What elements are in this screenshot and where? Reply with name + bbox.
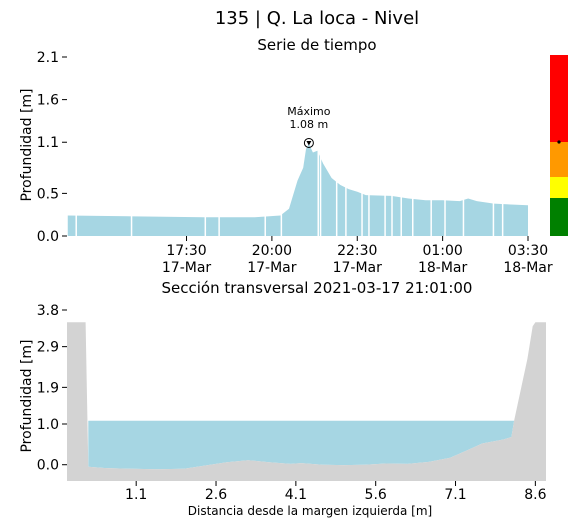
x-tick-date: 18-Mar xyxy=(418,260,468,276)
y-tick-label: 1.9 xyxy=(37,380,59,396)
time-series-ylabel: Profundidad [m] xyxy=(19,88,35,201)
y-tick-label: 0.0 xyxy=(37,229,59,245)
max-annotation-value: 1.08 m xyxy=(290,118,329,131)
cross-section-plot xyxy=(67,322,546,481)
max-marker-ring xyxy=(303,137,314,148)
y-tick-label: 0.5 xyxy=(37,186,59,202)
cross-section-ylabel: Profundidad [m] xyxy=(19,339,35,452)
figure-title: 135 | Q. La loca - Nivel xyxy=(215,8,419,29)
x-tick-label: 8.6 xyxy=(524,487,546,503)
y-tick-label: 1.0 xyxy=(37,417,59,433)
channel-bed xyxy=(67,322,546,481)
time-series-gaps xyxy=(66,97,504,236)
water-area xyxy=(88,420,515,470)
y-tick-label: 1.6 xyxy=(37,93,59,109)
x-tick-date: 17-Mar xyxy=(247,260,297,276)
cross-section-title: Sección transversal 2021-03-17 21:01:00 xyxy=(162,279,473,297)
x-tick-label: 1.1 xyxy=(125,487,147,503)
max-annotation-label: Máximo xyxy=(287,105,331,118)
max-annotation: Máximo 1.08 m xyxy=(287,105,331,148)
cross-section-y-ticks: 0.0 1.0 1.9 2.9 3.8 xyxy=(37,303,67,474)
cross-section-xlabel: Distancia desde la margen izquierda [m] xyxy=(188,504,432,518)
x-tick-time: 17:30 xyxy=(166,243,206,259)
alert-level-segment xyxy=(550,198,568,236)
alert-level-segment xyxy=(550,55,568,142)
time-series-area xyxy=(67,143,528,236)
x-tick-date: 18-Mar xyxy=(503,260,553,276)
x-tick-time: 03:30 xyxy=(508,243,548,259)
x-tick-time: 20:00 xyxy=(252,243,292,259)
alert-level-segment xyxy=(550,177,568,198)
cross-section-chart: Sección transversal 2021-03-17 21:01:00 … xyxy=(19,279,547,518)
y-tick-label: 0.0 xyxy=(37,458,59,474)
cross-section-x-ticks: 1.1 2.6 4.1 5.6 7.1 8.6 xyxy=(125,481,547,503)
time-series-x-ticks: 17:3017-Mar20:0017-Mar22:3017-Mar01:0018… xyxy=(162,236,553,276)
x-tick-label: 4.1 xyxy=(285,487,307,503)
max-marker-arrow xyxy=(306,140,312,146)
x-tick-date: 17-Mar xyxy=(333,260,383,276)
x-tick-date: 17-Mar xyxy=(162,260,212,276)
x-tick-label: 5.6 xyxy=(365,487,387,503)
y-tick-label: 3.8 xyxy=(37,303,59,319)
x-tick-label: 2.6 xyxy=(205,487,227,503)
y-tick-label: 2.1 xyxy=(37,50,59,66)
current-level-marker xyxy=(557,140,561,144)
y-tick-label: 1.1 xyxy=(37,135,59,151)
time-series-title: Serie de tiempo xyxy=(257,36,376,54)
x-tick-label: 7.1 xyxy=(444,487,466,503)
y-tick-label: 2.9 xyxy=(37,340,59,356)
time-series-chart: Serie de tiempo Profundidad [m] 0.0 0.5 1.… xyxy=(19,36,568,276)
alert-level-segment xyxy=(550,142,568,177)
alert-level-bar xyxy=(550,55,568,236)
depth-area xyxy=(67,143,528,236)
time-series-y-ticks: 0.0 0.5 1.1 1.6 2.1 xyxy=(37,50,67,245)
x-tick-time: 01:00 xyxy=(422,243,462,259)
x-tick-time: 22:30 xyxy=(337,243,377,259)
